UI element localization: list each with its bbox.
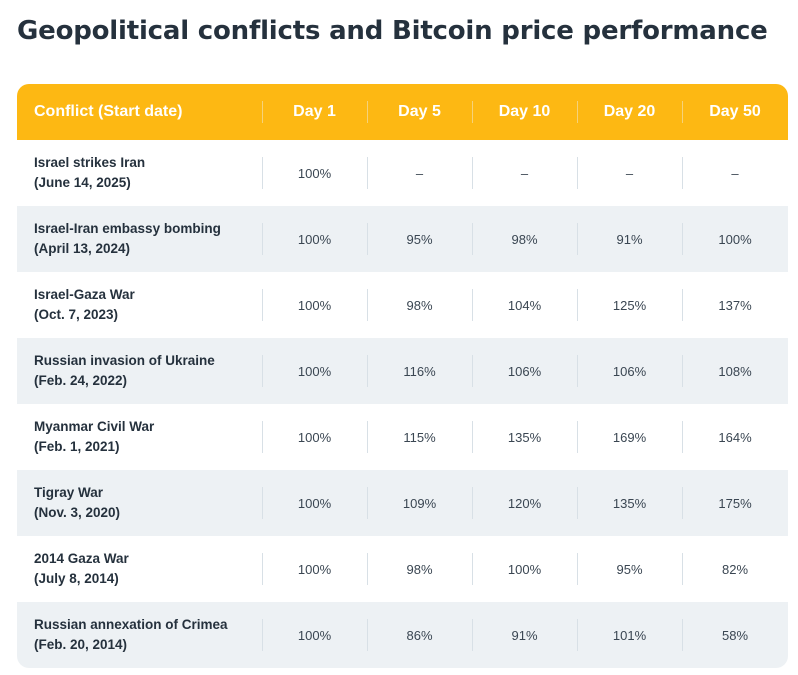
- value-cell-day-5: 98%: [367, 536, 472, 602]
- value-cell-day-20: 106%: [577, 338, 682, 404]
- value-cell-day-20: 169%: [577, 404, 682, 470]
- value-cell-day-50: 100%: [682, 206, 788, 272]
- value-cell-day-1: 100%: [262, 404, 367, 470]
- value-cell-day-10: –: [472, 140, 577, 206]
- header-cell-day-5: Day 5: [367, 84, 472, 140]
- value-cell-day-10: 120%: [472, 470, 577, 536]
- value-cell-day-50: 175%: [682, 470, 788, 536]
- value-cell-day-50: 164%: [682, 404, 788, 470]
- conflict-start-date: (Feb. 24, 2022): [34, 373, 128, 388]
- value-cell-day-1: 100%: [262, 536, 367, 602]
- conflict-start-date: (June 14, 2025): [34, 175, 131, 190]
- value-cell-day-20: –: [577, 140, 682, 206]
- conflict-cell: Israel-Gaza War (Oct. 7, 2023): [17, 272, 262, 338]
- table-row: Russian invasion of Ukraine (Feb. 24, 202…: [17, 338, 788, 404]
- table-row: Tigray War (Nov. 3, 2020) 100% 109% 120% 135%…: [17, 470, 788, 536]
- header-cell-day-50: Day 50: [682, 84, 788, 140]
- value-cell-day-10: 106%: [472, 338, 577, 404]
- conflict-start-date: (Oct. 7, 2023): [34, 307, 119, 322]
- value-cell-day-5: 86%: [367, 602, 472, 668]
- conflict-cell: 2014 Gaza War (July 8, 2014): [17, 536, 262, 602]
- conflict-cell: Israel-Iran embassy bombing (April 13, 20…: [17, 206, 262, 272]
- value-cell-day-50: 137%: [682, 272, 788, 338]
- value-cell-day-20: 101%: [577, 602, 682, 668]
- value-cell-day-1: 100%: [262, 272, 367, 338]
- value-cell-day-5: 116%: [367, 338, 472, 404]
- value-cell-day-10: 91%: [472, 602, 577, 668]
- value-cell-day-1: 100%: [262, 602, 367, 668]
- value-cell-day-1: 100%: [262, 470, 367, 536]
- table-row: Myanmar Civil War (Feb. 1, 2021) 100% 115% 1…: [17, 404, 788, 470]
- value-cell-day-1: 100%: [262, 206, 367, 272]
- conflict-cell: Israel strikes Iran (June 14, 2025): [17, 140, 262, 206]
- conflict-cell: Russian annexation of Crimea (Feb. 20, 20…: [17, 602, 262, 668]
- value-cell-day-5: 115%: [367, 404, 472, 470]
- value-cell-day-20: 91%: [577, 206, 682, 272]
- value-cell-day-10: 100%: [472, 536, 577, 602]
- table-row: Israel-Gaza War (Oct. 7, 2023) 100% 98% 104%…: [17, 272, 788, 338]
- value-cell-day-50: 82%: [682, 536, 788, 602]
- table-row: Israel-Iran embassy bombing (April 13, 20…: [17, 206, 788, 272]
- value-cell-day-1: 100%: [262, 140, 367, 206]
- table-body: Israel strikes Iran (June 14, 2025) 100% – –…: [17, 140, 788, 668]
- value-cell-day-5: 95%: [367, 206, 472, 272]
- conflict-name: Israel-Iran embassy bombing: [34, 221, 221, 236]
- value-cell-day-50: 108%: [682, 338, 788, 404]
- conflict-start-date: (July 8, 2014): [34, 571, 119, 586]
- value-cell-day-1: 100%: [262, 338, 367, 404]
- value-cell-day-50: –: [682, 140, 788, 206]
- header-cell-conflict: Conflict (Start date): [34, 103, 183, 120]
- table-header-row: Conflict (Start date) Day 1 Day 5 Day 10…: [17, 84, 788, 140]
- value-cell-day-10: 98%: [472, 206, 577, 272]
- header-cell-day-10: Day 10: [472, 84, 577, 140]
- conflict-cell: Myanmar Civil War (Feb. 1, 2021): [17, 404, 262, 470]
- value-cell-day-20: 125%: [577, 272, 682, 338]
- conflict-start-date: (April 13, 2024): [34, 241, 131, 256]
- conflict-name: Israel strikes Iran: [34, 155, 146, 170]
- header-cell-day-1: Day 1: [262, 84, 367, 140]
- value-cell-day-5: –: [367, 140, 472, 206]
- conflict-name: Russian invasion of Ukraine: [34, 353, 215, 368]
- conflict-cell: Tigray War (Nov. 3, 2020): [17, 470, 262, 536]
- value-cell-day-5: 98%: [367, 272, 472, 338]
- conflict-cell: Russian invasion of Ukraine (Feb. 24, 202…: [17, 338, 262, 404]
- conflict-name: Tigray War: [34, 485, 104, 500]
- conflict-name: 2014 Gaza War: [34, 551, 129, 566]
- table-row: 2014 Gaza War (July 8, 2014) 100% 98% 100% 95…: [17, 536, 788, 602]
- value-cell-day-20: 95%: [577, 536, 682, 602]
- price-performance-table: Conflict (Start date) Day 1 Day 5 Day 10…: [17, 84, 788, 668]
- value-cell-day-10: 104%: [472, 272, 577, 338]
- value-cell-day-50: 58%: [682, 602, 788, 668]
- table-row: Israel strikes Iran (June 14, 2025) 100% – –…: [17, 140, 788, 206]
- conflict-start-date: (Feb. 1, 2021): [34, 439, 120, 454]
- value-cell-day-20: 135%: [577, 470, 682, 536]
- conflict-start-date: (Feb. 20, 2014): [34, 637, 128, 652]
- header-cell-day-20: Day 20: [577, 84, 682, 140]
- conflict-name: Myanmar Civil War: [34, 419, 155, 434]
- conflict-start-date: (Nov. 3, 2020): [34, 505, 121, 520]
- conflict-name: Israel-Gaza War: [34, 287, 135, 302]
- value-cell-day-5: 109%: [367, 470, 472, 536]
- conflict-name: Russian annexation of Crimea: [34, 617, 228, 632]
- page-title: Geopolitical conflicts and Bitcoin price…: [17, 16, 768, 46]
- table-row: Russian annexation of Crimea (Feb. 20, 20…: [17, 602, 788, 668]
- value-cell-day-10: 135%: [472, 404, 577, 470]
